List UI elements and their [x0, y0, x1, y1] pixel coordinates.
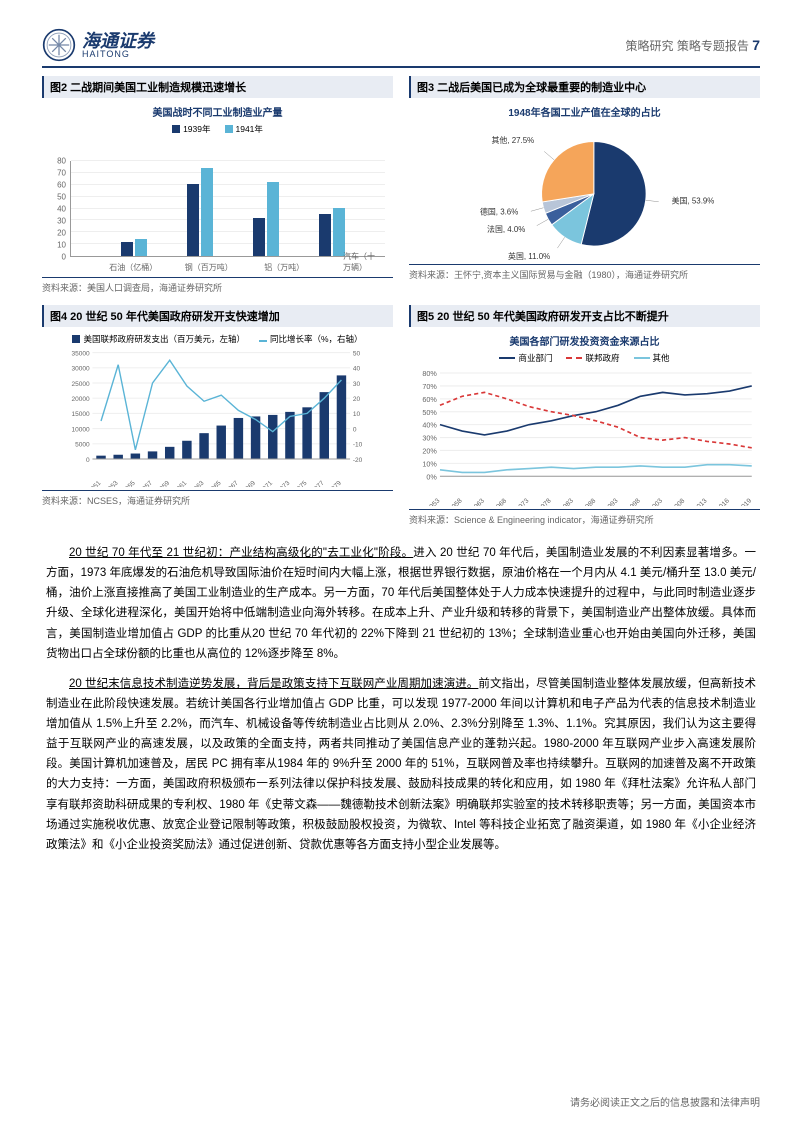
svg-text:1963: 1963 — [470, 497, 486, 506]
figure-3: 图3 二战后美国已成为全球最重要的制造业中心 1948年各国工业产值在全球的占比… — [409, 76, 760, 297]
svg-text:40%: 40% — [422, 421, 437, 430]
fig4-source: 资料来源：NCSES，海通证券研究所 — [42, 490, 393, 510]
svg-text:1969: 1969 — [242, 479, 257, 487]
svg-text:其他, 27.5%: 其他, 27.5% — [491, 135, 534, 145]
figure-4: 图4 20 世纪 50 年代美国政府研发开支快速增加 美国联邦政府研发支出（百万… — [42, 305, 393, 529]
page-number: 7 — [752, 37, 760, 53]
page-header: 海通证券 HAITONG 策略研究 策略专题报告 7 — [42, 28, 760, 68]
fig2-legend: 1939年 1941年 — [42, 121, 393, 137]
svg-text:35000: 35000 — [72, 350, 90, 357]
fig3-subtitle: 1948年各国工业产值在全球的占比 — [409, 98, 760, 121]
svg-text:50%: 50% — [422, 408, 437, 417]
svg-text:1951: 1951 — [87, 479, 102, 487]
fig3-source: 资料来源：王怀宁,资本主义国际贸易与金融（1980），海通证券研究所 — [409, 264, 760, 284]
fig3-chart: 美国, 53.9% 英国, 11.0% 法国, 4.0% 德国, 3.6% 其他, 27… — [409, 121, 760, 261]
svg-text:美国, 53.9%: 美国, 53.9% — [672, 195, 715, 205]
fig5-subtitle: 美国各部门研发投资资金来源占比 — [409, 327, 760, 350]
svg-text:70%: 70% — [422, 382, 437, 391]
svg-text:10: 10 — [353, 411, 361, 418]
svg-text:30: 30 — [353, 381, 361, 388]
svg-text:2019: 2019 — [738, 497, 754, 506]
figure-5: 图5 20 世纪 50 年代美国政府研发开支占比不断提升 美国各部门研发投资资金… — [409, 305, 760, 529]
svg-text:25000: 25000 — [72, 381, 90, 388]
fig2-title: 图2 二战期间美国工业制造规模迅速增长 — [42, 76, 393, 98]
svg-text:英国, 11.0%: 英国, 11.0% — [508, 251, 550, 261]
svg-text:2008: 2008 — [671, 497, 687, 506]
body-text: 20 世纪 70 年代至 21 世纪初：产业结构高级化的"去工业化"阶段。进入 … — [42, 543, 760, 855]
svg-text:1978: 1978 — [537, 497, 553, 506]
svg-text:2016: 2016 — [715, 497, 731, 506]
svg-text:1979: 1979 — [328, 479, 343, 487]
figure-2: 图2 二战期间美国工业制造规模迅速增长 美国战时不同工业制造业产量 1939年 … — [42, 76, 393, 297]
svg-text:40: 40 — [353, 366, 361, 373]
svg-text:-10: -10 — [353, 442, 363, 449]
svg-text:1977: 1977 — [310, 479, 325, 487]
svg-text:2003: 2003 — [649, 497, 665, 506]
svg-text:1957: 1957 — [139, 479, 154, 487]
svg-text:20%: 20% — [422, 447, 437, 456]
haitong-logo-icon — [42, 28, 76, 62]
logo-en: HAITONG — [82, 50, 154, 59]
svg-text:1955: 1955 — [122, 479, 137, 487]
logo: 海通证券 HAITONG — [42, 28, 154, 62]
fig5-source: 资料来源：Science & Engineering indicator，海通证… — [409, 509, 760, 529]
svg-text:15000: 15000 — [72, 411, 90, 418]
svg-text:1983: 1983 — [559, 497, 575, 506]
svg-text:1953: 1953 — [426, 497, 442, 506]
svg-text:1988: 1988 — [582, 497, 598, 506]
svg-text:80%: 80% — [422, 369, 437, 378]
logo-cn: 海通证券 — [82, 32, 154, 50]
fig5-chart: 0% 10% 20% 30% 40% 50% 60% 70% 80% 1953 1958 1963 19… — [409, 366, 760, 506]
svg-text:1965: 1965 — [207, 479, 222, 487]
svg-text:50: 50 — [353, 350, 361, 357]
svg-text:1975: 1975 — [293, 479, 308, 487]
svg-text:1967: 1967 — [225, 479, 240, 487]
svg-text:2013: 2013 — [693, 497, 709, 506]
fig5-legend: 商业部门 联邦政府 其他 — [409, 350, 760, 366]
fig2-subtitle: 美国战时不同工业制造业产量 — [42, 98, 393, 121]
paragraph-1: 20 世纪 70 年代至 21 世纪初：产业结构高级化的"去工业化"阶段。进入 … — [46, 543, 756, 664]
svg-text:-20: -20 — [353, 457, 363, 464]
svg-text:法国, 4.0%: 法国, 4.0% — [487, 224, 525, 234]
svg-text:20: 20 — [353, 396, 361, 403]
fig4-title: 图4 20 世纪 50 年代美国政府研发开支快速增加 — [42, 305, 393, 327]
svg-text:1998: 1998 — [626, 497, 642, 506]
svg-text:30000: 30000 — [72, 366, 90, 373]
svg-text:0: 0 — [86, 457, 90, 464]
svg-text:德国, 3.6%: 德国, 3.6% — [480, 207, 518, 217]
svg-text:60%: 60% — [422, 395, 437, 404]
svg-text:1973: 1973 — [276, 479, 291, 487]
paragraph-2: 20 世纪末信息技术制造逆势发展，背后是政策支持下互联网产业周期加速演进。前文指… — [46, 674, 756, 855]
svg-text:1959: 1959 — [156, 479, 171, 487]
svg-text:1971: 1971 — [259, 479, 274, 487]
svg-text:10000: 10000 — [72, 426, 90, 433]
header-breadcrumb: 策略研究 策略专题报告 7 — [626, 37, 760, 54]
svg-text:0%: 0% — [426, 472, 437, 481]
fig2-chart: 01020304050607080石油（亿桶）钢（百万吨）铝（万吨）汽车（十万辆… — [42, 137, 393, 277]
svg-text:10%: 10% — [422, 459, 437, 468]
fig2-source: 资料来源：美国人口调查局，海通证券研究所 — [42, 277, 393, 297]
fig4-chart: 0 5000 10000 15000 20000 25000 30000 35000 -20 -1… — [42, 347, 393, 487]
svg-text:1968: 1968 — [493, 497, 509, 506]
svg-text:1973: 1973 — [515, 497, 531, 506]
svg-text:30%: 30% — [422, 434, 437, 443]
fig4-legend: 美国联邦政府研发支出（百万美元，左轴） 同比增长率（%，右轴） — [42, 327, 393, 347]
svg-text:0: 0 — [353, 426, 357, 433]
svg-text:1958: 1958 — [448, 497, 464, 506]
footer-disclaimer: 请务必阅读正文之后的信息披露和法律声明 — [570, 1094, 760, 1109]
svg-text:20000: 20000 — [72, 396, 90, 403]
svg-text:5000: 5000 — [75, 442, 90, 449]
svg-text:1993: 1993 — [604, 497, 620, 506]
svg-text:1963: 1963 — [190, 479, 205, 487]
fig3-title: 图3 二战后美国已成为全球最重要的制造业中心 — [409, 76, 760, 98]
svg-text:1961: 1961 — [173, 479, 188, 487]
svg-text:1953: 1953 — [104, 479, 119, 487]
fig5-title: 图5 20 世纪 50 年代美国政府研发开支占比不断提升 — [409, 305, 760, 327]
